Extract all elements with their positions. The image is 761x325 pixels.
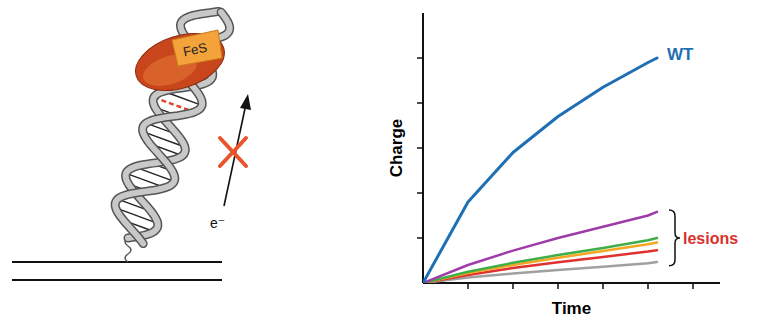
series-group — [423, 58, 657, 283]
series-line — [423, 238, 657, 283]
annotation: lesions — [683, 230, 738, 247]
fes-label: FeS — [182, 40, 209, 60]
y-axis — [422, 13, 424, 283]
y-axis-title: Charge — [387, 119, 406, 178]
series-label: WT — [667, 45, 694, 64]
diagram: FeS e⁻ — [12, 11, 251, 280]
electron-label: e⁻ — [210, 215, 225, 231]
x-axis — [423, 282, 720, 284]
series-line — [423, 58, 657, 283]
chart: Charge Time WT lesions — [387, 13, 738, 318]
x-axis-title: Time — [552, 299, 591, 318]
electrode-line — [12, 261, 222, 263]
protein — [128, 23, 232, 101]
series-line — [423, 250, 657, 283]
arrow-head — [240, 94, 251, 110]
fes-cluster — [172, 30, 222, 66]
figure: FeS e⁻ Charge Time WT lesions — [0, 0, 761, 325]
bracket — [669, 210, 680, 266]
electrode-line — [12, 279, 222, 281]
series-line — [423, 243, 657, 284]
block-cross — [220, 138, 246, 166]
